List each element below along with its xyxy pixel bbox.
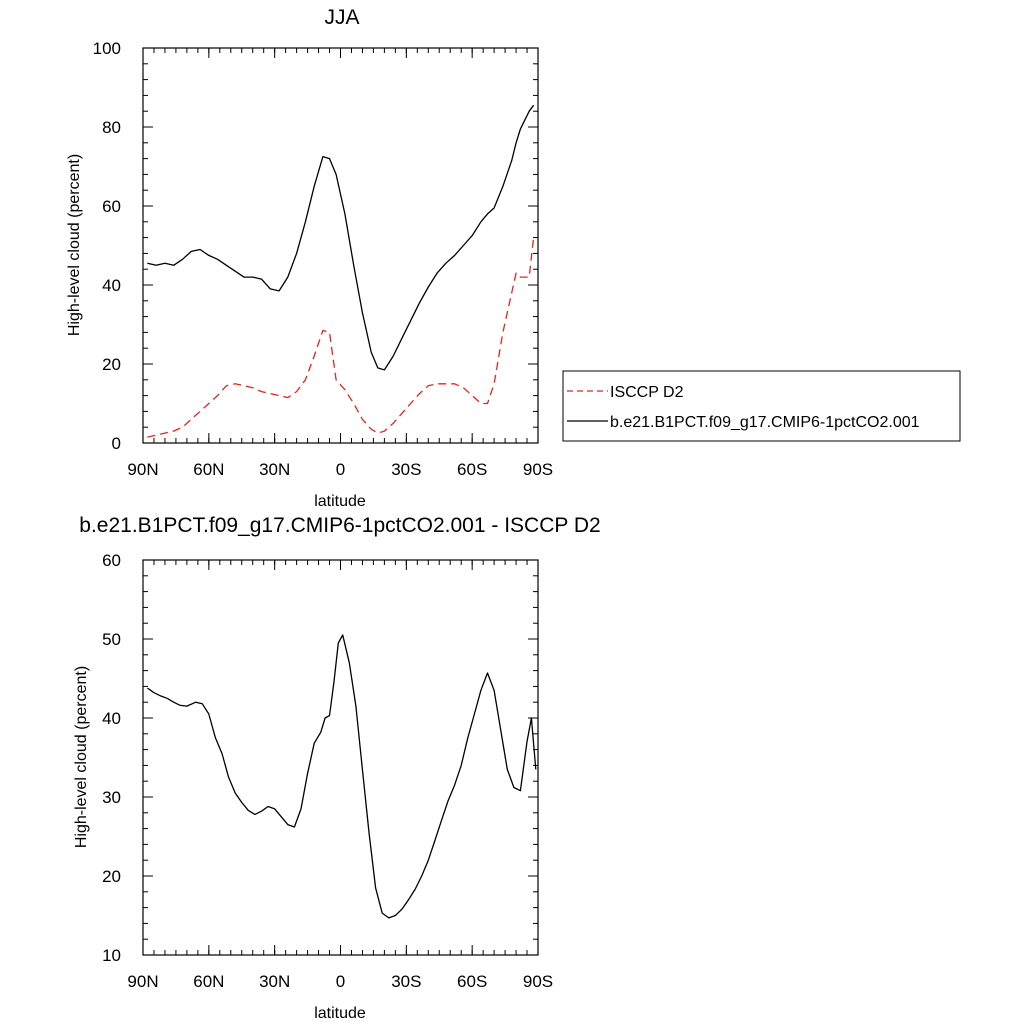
bottom-plot-frame	[142, 559, 539, 956]
bottom-axes: 90N 60N 30N 0 30S 60S 90S 10 20 30 40 50 60	[102, 551, 553, 991]
top-legend: ISCCP D2 b.e21.B1PCT.f09_g17.CMIP6-1pctC…	[562, 370, 961, 442]
top-chart-ylabel: High-level cloud (percent)	[66, 154, 83, 336]
top-x-tick-label: 60N	[193, 460, 224, 479]
top-y-tick-label: 40	[102, 276, 121, 295]
bottom-chart-ylabel: High-level cloud (percent)	[73, 666, 90, 848]
top-y-tick-label: 20	[102, 355, 121, 374]
top-x-tick-label: 30N	[259, 460, 290, 479]
top-axes: 90N 60N 30N 0 30S 60S 90S 0 20 40 60 80 100	[93, 39, 554, 479]
top-x-tick-label: 90N	[127, 460, 158, 479]
bottom-y-tick-label: 40	[102, 709, 121, 728]
top-panel: JJA High-level cloud (percent) latitude …	[66, 6, 961, 510]
bottom-y-tick-label: 50	[102, 630, 121, 649]
top-series-line-1	[147, 237, 535, 438]
top-x-tick-label: 90S	[523, 460, 553, 479]
top-chart-xlabel: latitude	[314, 493, 366, 510]
bottom-x-tick-label: 60N	[193, 972, 224, 991]
top-x-tick-label: 0	[336, 460, 345, 479]
bottom-chart-xlabel: latitude	[314, 1005, 366, 1022]
bottom-x-tick-label: 30S	[391, 972, 421, 991]
legend-label-isccp: ISCCP D2	[610, 384, 684, 401]
legend-box	[562, 370, 961, 442]
top-y-tick-label: 0	[112, 434, 121, 453]
top-plot-frame	[142, 47, 539, 444]
bottom-y-tick-label: 60	[102, 551, 121, 570]
top-y-tick-label: 60	[102, 197, 121, 216]
bottom-y-tick-label: 20	[102, 867, 121, 886]
bottom-x-tick-label: 30N	[259, 972, 290, 991]
top-y-tick-label: 80	[102, 118, 121, 137]
top-x-tick-label: 30S	[391, 460, 421, 479]
bottom-x-tick-label: 60S	[457, 972, 487, 991]
bottom-x-tick-label: 0	[336, 972, 345, 991]
bottom-panel: b.e21.B1PCT.f09_g17.CMIP6-1pctCO2.001 - …	[73, 514, 601, 1022]
bottom-y-tick-label: 30	[102, 788, 121, 807]
bottom-x-tick-label: 90N	[127, 972, 158, 991]
top-y-tick-label: 100	[93, 39, 121, 58]
top-series-lines	[147, 104, 535, 438]
top-series-line-2	[147, 104, 535, 371]
top-chart-title: JJA	[324, 6, 359, 29]
bottom-series-lines	[147, 634, 537, 919]
bottom-x-tick-label: 90S	[523, 972, 553, 991]
top-x-tick-label: 60S	[457, 460, 487, 479]
bottom-y-tick-label: 10	[102, 946, 121, 965]
bottom-series-line-1	[147, 634, 537, 919]
bottom-chart-title: b.e21.B1PCT.f09_g17.CMIP6-1pctCO2.001 - …	[79, 514, 600, 537]
legend-label-model: b.e21.B1PCT.f09_g17.CMIP6-1pctCO2.001	[610, 414, 920, 431]
